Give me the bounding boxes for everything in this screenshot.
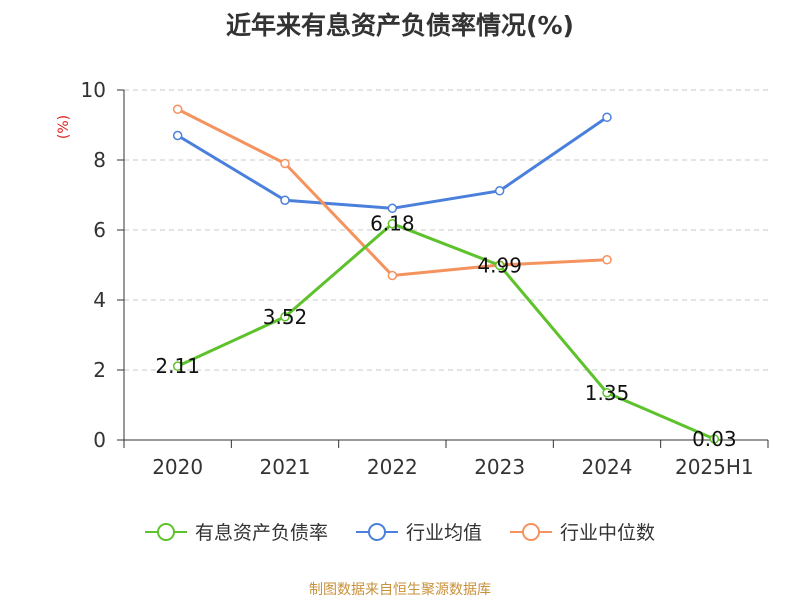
y-tick-label: 10 <box>81 78 106 102</box>
data-point <box>172 104 183 114</box>
legend-label: 有息资产负债率 <box>194 522 328 544</box>
data-point <box>602 255 612 265</box>
legend-item-industry-median[interactable]: 行业中位数 <box>510 518 655 545</box>
x-tick-label: 2020 <box>152 455 203 479</box>
series-lines <box>172 104 720 444</box>
data-label: 0.03 <box>692 427 737 451</box>
axes: 0 2 4 6 8 10 2020 2021 2022 2023 2024 2025H1 <box>81 78 769 479</box>
data-point <box>280 158 290 169</box>
legend-label: 行业均值 <box>405 522 482 544</box>
chart-title: 近年来有息资产负债率情况(%) <box>226 11 574 40</box>
legend: 有息资产负债率 行业均值 行业中位数 <box>0 518 800 545</box>
data-point <box>494 260 505 271</box>
data-point <box>280 195 290 205</box>
data-label: 1.35 <box>585 381 630 405</box>
legend-marker-icon <box>510 522 552 541</box>
source-note: 制图数据来自恒生聚源数据库 <box>309 582 491 598</box>
legend-marker-icon <box>355 522 398 541</box>
data-point <box>602 112 612 123</box>
y-tick-label: 6 <box>93 218 106 242</box>
series-line-1 <box>176 116 608 210</box>
y-axis-unit-label: (%) <box>56 115 72 139</box>
data-point <box>602 388 612 398</box>
data-labels: 2.11 3.52 6.18 4.99 1.35 0.03 <box>155 212 736 451</box>
data-point <box>709 434 720 444</box>
series-line-2 <box>176 107 608 277</box>
data-point <box>280 312 290 322</box>
data-point <box>387 270 398 281</box>
x-tick-label: 2022 <box>367 455 418 479</box>
data-point <box>387 203 398 214</box>
y-tick-label: 2 <box>93 358 106 382</box>
data-point <box>387 218 398 229</box>
series-line-0 <box>177 222 715 441</box>
data-point <box>172 130 183 141</box>
y-tick-label: 0 <box>93 428 106 452</box>
y-tick-label: 8 <box>93 148 106 172</box>
data-point <box>494 186 505 196</box>
x-tick-label: 2023 <box>474 455 525 479</box>
legend-marker-icon <box>144 522 187 541</box>
data-label: 2.11 <box>155 354 200 378</box>
y-tick-label: 4 <box>93 288 106 312</box>
x-tick-label: 2021 <box>260 455 311 479</box>
legend-item-industry-mean[interactable]: 行业均值 <box>355 518 482 545</box>
data-label: 4.99 <box>477 253 522 277</box>
data-label: 3.52 <box>263 305 308 329</box>
legend-label: 行业中位数 <box>560 522 656 544</box>
data-label: 6.18 <box>370 212 415 236</box>
x-tick-label: 2025H1 <box>675 455 754 479</box>
x-tick-label: 2024 <box>582 455 633 479</box>
legend-item-interest-debt-ratio[interactable]: 有息资产负债率 <box>144 518 328 545</box>
data-point <box>172 361 183 371</box>
